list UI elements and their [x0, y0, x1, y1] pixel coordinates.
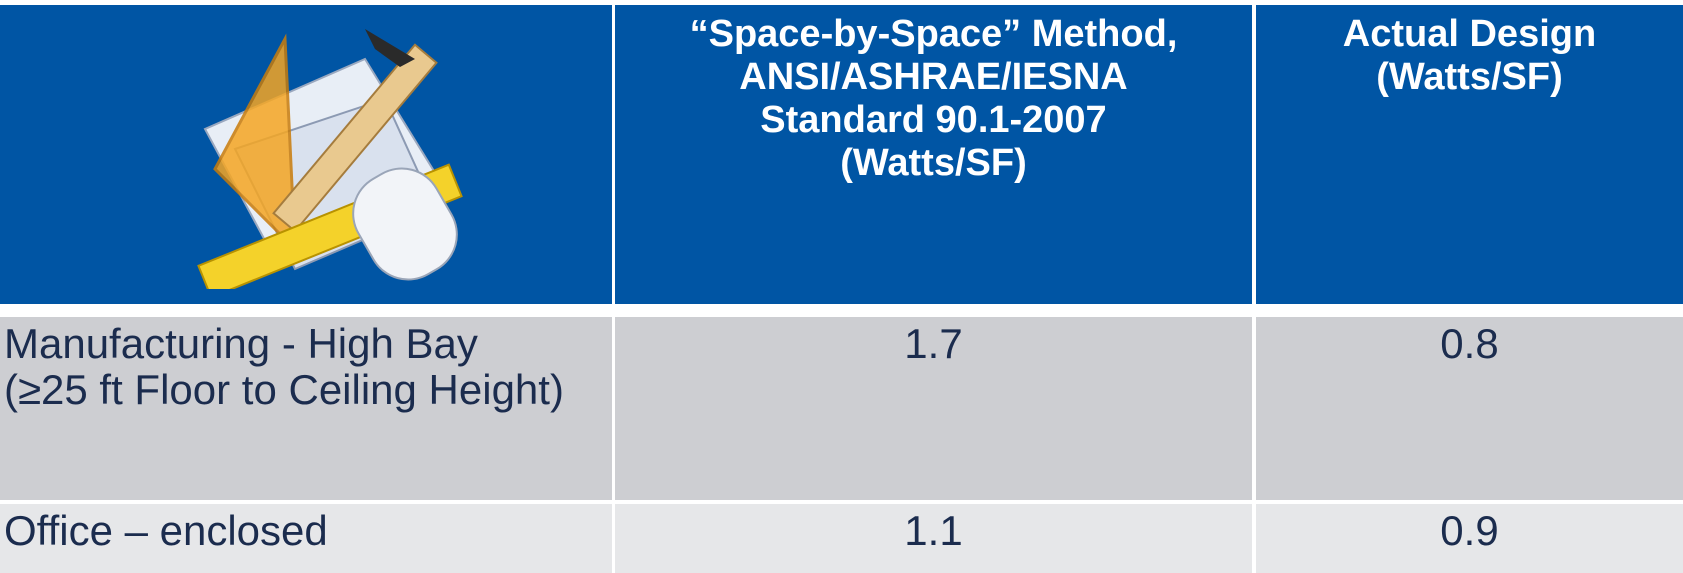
header-icon-cell [0, 5, 612, 304]
drafting-icon [197, 29, 463, 289]
header-line: (Watts/SF) [840, 142, 1027, 184]
header-line: Actual Design [1342, 13, 1597, 55]
row-label: Manufacturing - High Bay (≥25 ft Floor t… [0, 317, 612, 500]
standard-value: 1.1 [615, 504, 1252, 573]
header-cell: “Space-by-Space” Method, ANSI/ASHRAE/IES… [615, 5, 1252, 304]
header-line: (Watts/SF) [1376, 56, 1563, 98]
row-label: Office – enclosed [0, 504, 612, 573]
design-value: 0.9 [1256, 504, 1683, 573]
header-line: Standard 90.1-2007 [760, 99, 1107, 141]
standard-value: 1.7 [615, 317, 1252, 500]
header-cell: Actual Design (Watts/SF) [1256, 5, 1683, 304]
header-line: “Space-by-Space” Method, [689, 13, 1178, 55]
header-line: ANSI/ASHRAE/IESNA [739, 56, 1128, 98]
design-value: 0.8 [1256, 317, 1683, 500]
